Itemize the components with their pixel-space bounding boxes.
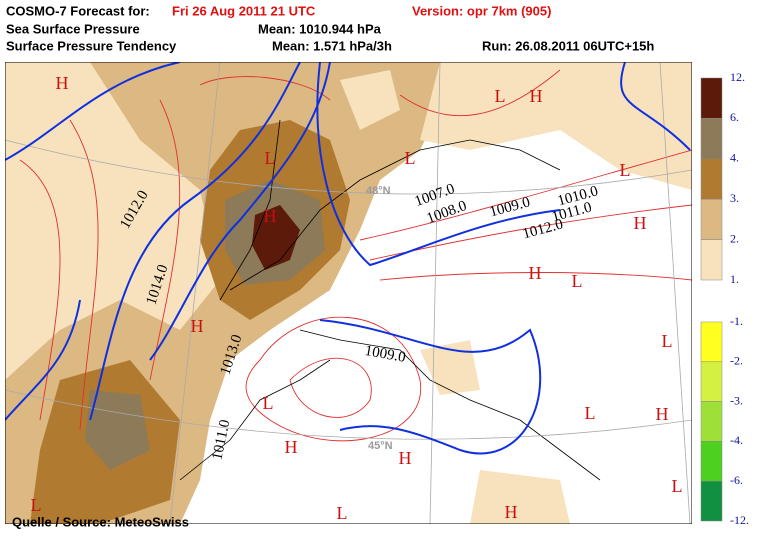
graticule: [5, 62, 692, 524]
pressure-center: L: [620, 160, 631, 180]
coastlines: [179, 119, 601, 481]
legend-swatch: [700, 441, 723, 482]
legend-swatch: [700, 401, 723, 442]
version: Version: opr 7km (905): [412, 3, 551, 18]
pressure-center: H: [656, 404, 669, 424]
field-name: Sea Surface Pressure: [6, 21, 140, 36]
legend-swatch: [700, 361, 723, 402]
legend-swatch: [700, 480, 723, 522]
pressure-center: L: [337, 503, 348, 523]
legend-label: 4.: [730, 151, 739, 165]
pressure-center: L: [662, 331, 673, 351]
legend-swatch: [700, 118, 723, 160]
legend-swatch: [700, 198, 723, 240]
legend-swatch: [700, 321, 723, 363]
latitude-label: 48°N: [366, 185, 391, 197]
pressure-center: H: [399, 448, 412, 468]
map: 1012.0 1014.0 1013.0 1011.0 1007.0 1008.…: [5, 62, 692, 529]
pressure-center: L: [672, 476, 683, 496]
run-info: Run: 26.08.2011 06UTC+15h: [482, 38, 654, 53]
legend-label: 2.: [730, 231, 739, 245]
legend-label: -4.: [730, 433, 743, 447]
pressure-center: H: [530, 86, 543, 106]
legend-label: 12.: [730, 70, 745, 84]
forecast-time: Fri 26 Aug 2011 21 UTC: [172, 3, 316, 18]
shading: [340, 70, 570, 524]
pressure-center: L: [31, 495, 42, 515]
legend-label: 6.: [730, 110, 739, 124]
legend-label: -12.: [730, 513, 749, 527]
pressure-center: L: [495, 86, 506, 106]
legend-label: 3.: [730, 191, 739, 205]
legend: 12. 6. 4. 3. 2. 1. -1. -2. -3. -4. -6. -12.: [700, 70, 749, 527]
field-mean: Mean: 1.571 hPa/3h: [272, 38, 392, 53]
pressure-center: H: [285, 437, 298, 457]
legend-label: 1.: [730, 272, 739, 286]
field-name: Surface Pressure Tendency: [6, 38, 177, 53]
legend-swatch: [700, 77, 723, 119]
latitude-label: 45°N: [368, 440, 393, 452]
pressure-center: L: [585, 403, 596, 423]
pressure-center: L: [572, 271, 583, 291]
legend-swatch: [700, 239, 723, 281]
pressure-center: L: [405, 148, 416, 168]
shading: [252, 205, 300, 270]
legend-label: -2.: [730, 354, 743, 368]
pressure-center: L: [265, 148, 276, 168]
isobars-main: [5, 62, 691, 455]
pressure-center: H: [191, 316, 204, 336]
isobar-label: 1009.0: [363, 343, 406, 366]
pressure-center: H: [505, 502, 518, 522]
pressure-center: H: [56, 73, 69, 93]
source-credit: Quelle / Source: MeteoSwiss: [12, 514, 189, 529]
pressure-center: H: [634, 213, 647, 233]
legend-label: -3.: [730, 393, 743, 407]
legend-label: -1.: [730, 314, 743, 328]
pressure-center: H: [264, 206, 277, 226]
pressure-center: L: [263, 393, 274, 413]
field-mean: Mean: 1010.944 hPa: [258, 21, 382, 36]
legend-label: -6.: [730, 473, 743, 487]
legend-swatch: [700, 158, 723, 200]
pressure-center: H: [529, 263, 542, 283]
forecast-label: COSMO-7 Forecast for:: [6, 3, 150, 18]
